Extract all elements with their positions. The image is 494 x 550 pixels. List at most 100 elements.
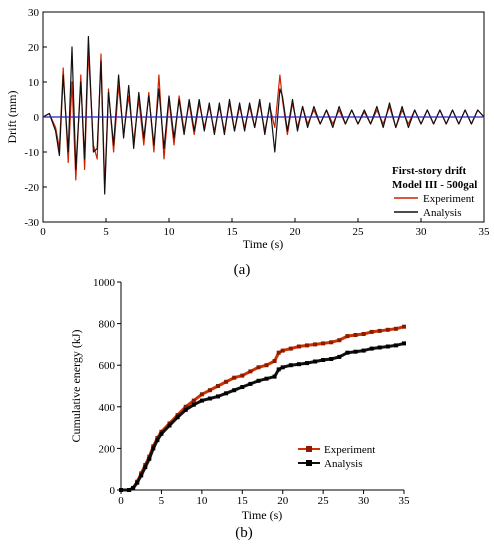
energy-point-analysis	[119, 488, 123, 492]
energy-y-tick-label: 600	[99, 360, 116, 372]
energy-point-experiment	[183, 404, 188, 409]
energy-point-experiment	[296, 344, 301, 349]
energy-point-experiment	[353, 333, 358, 337]
energy-point-experiment	[313, 342, 318, 347]
drift-x-tick-label: 20	[290, 226, 302, 238]
energy-legend-label-experiment: Experiment	[324, 444, 375, 456]
drift-legend-label-analysis: Analysis	[423, 207, 462, 219]
energy-point-analysis	[313, 359, 318, 364]
energy-point-analysis	[191, 402, 196, 407]
energy-point-analysis	[159, 431, 164, 436]
energy-point-analysis	[232, 388, 237, 393]
energy-point-experiment	[207, 388, 212, 393]
energy-point-analysis	[345, 350, 350, 355]
energy-point-analysis	[143, 465, 148, 470]
energy-point-experiment	[232, 375, 237, 380]
energy-point-analysis	[280, 365, 285, 370]
energy-point-analysis	[127, 488, 132, 492]
energy-point-analysis	[256, 378, 261, 383]
energy-point-experiment	[345, 334, 350, 339]
drift-legend: First-story drift Model III - 500gal Exp…	[392, 165, 477, 219]
energy-x-tick-label: 25	[318, 495, 330, 507]
energy-point-analysis	[151, 446, 156, 451]
energy-x-tick-label: 30	[358, 495, 370, 507]
energy-point-analysis	[199, 398, 204, 403]
energy-point-analysis	[361, 348, 366, 353]
energy-point-experiment	[216, 384, 220, 388]
energy-y-tick-label: 800	[99, 319, 116, 331]
drift-legend-label-experiment: Experiment	[423, 193, 474, 205]
energy-point-experiment	[393, 326, 398, 331]
energy-point-analysis	[167, 423, 172, 428]
energy-legend-marker-experiment	[306, 446, 312, 452]
energy-point-experiment	[288, 346, 293, 351]
drift-legend-title-line-2: Model III - 500gal	[392, 179, 477, 191]
energy-point-analysis	[224, 391, 229, 396]
energy-point-experiment	[272, 359, 277, 363]
energy-point-analysis	[337, 354, 342, 359]
energy-chart: 0 5 10 15 20 25 30 35 0 200 400 600 800 1000 Time (s)…	[69, 277, 410, 522]
energy-point-analysis	[369, 346, 374, 351]
energy-point-analysis	[272, 374, 277, 379]
drift-y-tick-label: 20	[28, 42, 40, 54]
energy-point-analysis	[264, 376, 269, 381]
energy-point-analysis	[329, 357, 334, 361]
energy-point-analysis	[216, 394, 220, 399]
energy-x-tick-label: 35	[399, 495, 411, 507]
energy-point-analysis	[377, 345, 382, 350]
energy-point-experiment	[240, 373, 245, 378]
energy-point-experiment	[361, 332, 366, 336]
energy-point-analysis	[276, 367, 281, 372]
drift-x-tick-label: 10	[164, 226, 176, 238]
drift-axes: 0 5 10 15 20 25 30 35 -30 -20 -10 0 10 20 30	[24, 7, 490, 238]
energy-point-analysis	[393, 343, 398, 348]
energy-point-analysis	[305, 361, 309, 366]
energy-point-experiment	[377, 328, 382, 333]
energy-x-tick-label: 0	[118, 495, 124, 507]
drift-y-axis-label: Drift (mm)	[5, 91, 19, 144]
energy-point-analysis	[353, 349, 358, 354]
energy-point-analysis	[175, 415, 180, 420]
energy-point-experiment	[175, 413, 180, 418]
energy-x-tick-label: 10	[196, 495, 208, 507]
energy-legend: Experiment Analysis	[298, 444, 375, 470]
panel-b-label: (b)	[235, 525, 253, 541]
drift-x-axis-label: Time (s)	[243, 237, 284, 251]
drift-series	[42, 35, 485, 195]
drift-x-tick-label: 5	[103, 226, 109, 238]
energy-point-experiment	[224, 379, 229, 384]
energy-x-tick-label: 20	[277, 495, 289, 507]
energy-point-analysis	[139, 473, 144, 478]
energy-point-analysis	[131, 486, 136, 491]
energy-point-experiment	[199, 392, 204, 397]
energy-point-experiment	[369, 329, 374, 334]
energy-point-analysis	[385, 344, 390, 349]
energy-point-experiment	[276, 350, 281, 355]
energy-point-analysis	[240, 385, 245, 389]
energy-y-tick-label: 200	[99, 443, 116, 455]
drift-x-tick-label: 35	[479, 226, 491, 238]
panel-a-label: (a)	[234, 262, 251, 278]
energy-point-analysis	[183, 407, 188, 412]
energy-legend-label-analysis: Analysis	[324, 458, 363, 470]
energy-y-tick-label: 0	[110, 485, 116, 497]
energy-point-analysis	[288, 363, 293, 368]
drift-y-tick-label: -30	[24, 217, 39, 229]
energy-point-experiment	[248, 369, 253, 374]
energy-x-tick-label: 15	[237, 495, 249, 507]
energy-point-analysis	[155, 438, 160, 443]
drift-y-tick-label: -20	[24, 182, 39, 194]
energy-y-axis-label: Cumulative energy (kJ)	[69, 329, 83, 442]
drift-y-tick-label: 10	[28, 77, 40, 89]
energy-legend-marker-analysis	[306, 460, 312, 466]
energy-point-analysis	[296, 362, 301, 367]
energy-axes: 0 5 10 15 20 25 30 35 0 200 400 600 800 1000	[93, 277, 410, 507]
drift-y-tick-label: 0	[34, 112, 40, 124]
energy-point-experiment	[280, 348, 285, 353]
energy-point-experiment	[321, 341, 326, 346]
drift-x-tick-label: 30	[416, 226, 428, 238]
energy-point-experiment	[191, 398, 196, 403]
drift-y-tick-label: 30	[28, 7, 40, 19]
